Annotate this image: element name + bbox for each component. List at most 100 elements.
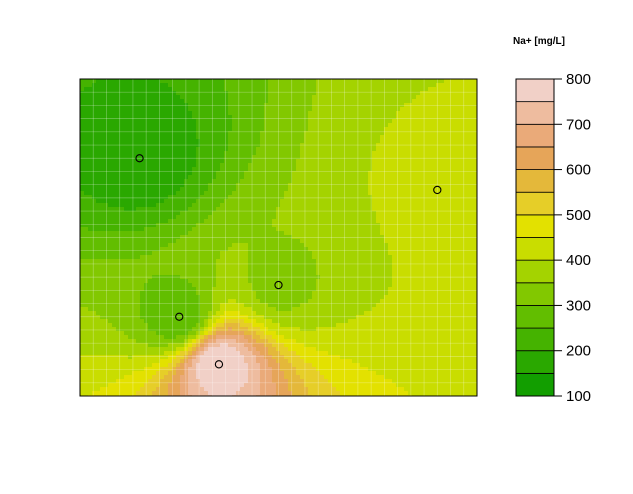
contour-cell — [188, 211, 193, 216]
contour-cell — [104, 231, 109, 236]
contour-cell — [228, 123, 233, 128]
contour-cell — [360, 175, 365, 180]
contour-cell — [128, 219, 133, 224]
contour-cell — [420, 139, 425, 144]
contour-cell — [436, 99, 441, 104]
contour-cell — [388, 87, 393, 92]
contour-cell — [168, 259, 173, 264]
contour-cell — [256, 271, 261, 276]
contour-cell — [156, 179, 161, 184]
contour-cell — [188, 103, 193, 108]
contour-cell — [392, 155, 397, 160]
contour-cell — [400, 271, 405, 276]
contour-cell — [244, 167, 249, 172]
contour-cell — [420, 215, 425, 220]
contour-cell — [264, 271, 269, 276]
contour-cell — [408, 175, 413, 180]
contour-cell — [104, 263, 109, 268]
contour-cell — [168, 183, 173, 188]
contour-cell — [260, 135, 265, 140]
contour-cell — [232, 171, 237, 176]
contour-cell — [152, 127, 157, 132]
contour-cell — [396, 131, 401, 136]
contour-cell — [436, 171, 441, 176]
contour-cell — [436, 143, 441, 148]
contour-cell — [376, 191, 381, 196]
contour-cell — [416, 127, 421, 132]
contour-cell — [312, 95, 317, 100]
contour-cell — [164, 239, 169, 244]
contour-cell — [428, 151, 433, 156]
contour-cell — [88, 199, 93, 204]
contour-cell — [388, 187, 393, 192]
contour-cell — [324, 215, 329, 220]
contour-cell — [128, 155, 133, 160]
contour-cell — [472, 215, 477, 220]
contour-cell — [304, 235, 309, 240]
contour-cell — [248, 187, 253, 192]
contour-cell — [448, 87, 453, 92]
contour-cell — [284, 247, 289, 252]
contour-cell — [332, 123, 337, 128]
contour-cell — [144, 175, 149, 180]
contour-cell — [376, 83, 381, 88]
contour-cell — [260, 215, 265, 220]
contour-cell — [356, 135, 361, 140]
contour-cell — [328, 247, 333, 252]
contour-cell — [300, 259, 305, 264]
contour-cell — [104, 163, 109, 168]
contour-cell — [472, 107, 477, 112]
contour-cell — [228, 271, 233, 276]
contour-cell — [260, 115, 265, 120]
contour-cell — [84, 147, 89, 152]
contour-cell — [88, 219, 93, 224]
contour-cell — [376, 99, 381, 104]
contour-cell — [396, 115, 401, 120]
contour-cell — [156, 275, 161, 280]
contour-cell — [336, 135, 341, 140]
contour-cell — [140, 251, 145, 256]
contour-cell — [136, 103, 141, 108]
contour-cell — [376, 227, 381, 232]
contour-cell — [212, 263, 217, 268]
contour-cell — [144, 87, 149, 92]
contour-cell — [296, 87, 301, 92]
contour-cell — [316, 227, 321, 232]
contour-cell — [292, 99, 297, 104]
contour-cell — [136, 235, 141, 240]
contour-cell — [192, 175, 197, 180]
contour-cell — [212, 183, 217, 188]
contour-cell — [392, 147, 397, 152]
contour-cell — [248, 231, 253, 236]
contour-cell — [396, 147, 401, 152]
contour-cell — [356, 163, 361, 168]
contour-cell — [452, 167, 457, 172]
contour-cell — [196, 171, 201, 176]
contour-cell — [372, 195, 377, 200]
contour-cell — [452, 187, 457, 192]
contour-cell — [152, 139, 157, 144]
contour-cell — [348, 207, 353, 212]
contour-cell — [120, 211, 125, 216]
contour-cell — [272, 215, 277, 220]
contour-cell — [144, 255, 149, 260]
contour-cell — [268, 87, 273, 92]
contour-cell — [380, 151, 385, 156]
contour-cell — [300, 155, 305, 160]
contour-cell — [456, 107, 461, 112]
contour-cell — [228, 159, 233, 164]
contour-cell — [436, 175, 441, 180]
contour-cell — [372, 139, 377, 144]
contour-cell — [256, 231, 261, 236]
contour-cell — [180, 103, 185, 108]
contour-cell — [264, 103, 269, 108]
contour-cell — [276, 135, 281, 140]
contour-cell — [100, 115, 105, 120]
contour-cell — [316, 195, 321, 200]
contour-cell — [96, 111, 101, 116]
contour-cell — [180, 147, 185, 152]
contour-cell — [444, 259, 449, 264]
contour-cell — [152, 215, 157, 220]
contour-cell — [288, 131, 293, 136]
contour-cell — [368, 275, 373, 280]
